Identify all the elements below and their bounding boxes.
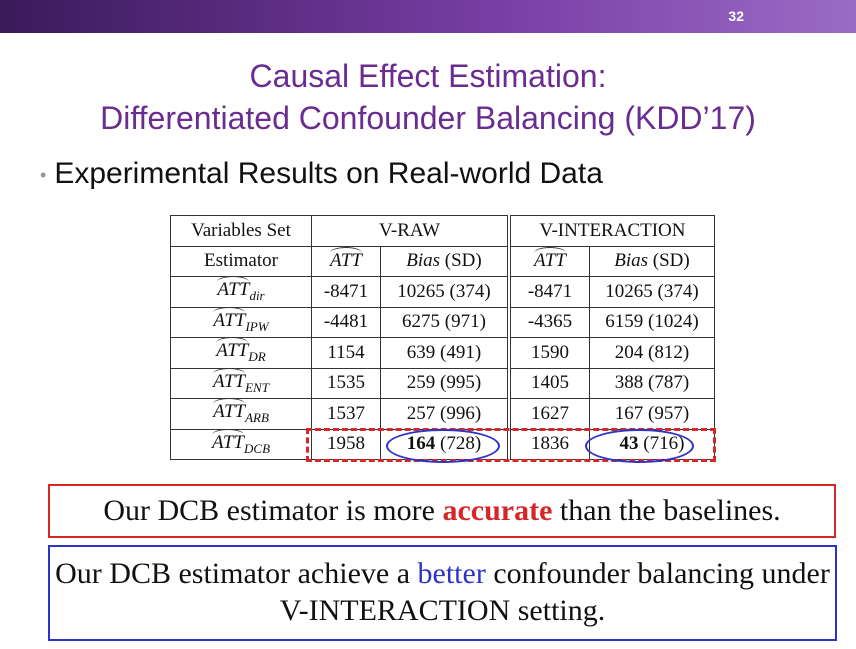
top-bar bbox=[0, 0, 856, 33]
results-table: Variables Set V-RAW V-INTERACTION Estima… bbox=[170, 215, 715, 460]
bias-cell: 204 (812) bbox=[589, 337, 715, 369]
header-cell: Bias (SD) bbox=[380, 245, 510, 277]
note-emphasis: accurate bbox=[442, 494, 553, 527]
note-text: Our DCB estimator achieve a bbox=[55, 557, 411, 590]
bias-cell: 6159 (1024) bbox=[589, 306, 715, 338]
bias-cell: 639 (491) bbox=[380, 337, 510, 369]
bias-cell: 10265 (374) bbox=[380, 276, 510, 308]
sd-value: (787) bbox=[648, 372, 690, 394]
sd-header: (SD) bbox=[652, 250, 690, 272]
table-row: ATTENT 1535 259 (995) 1405 388 (787) bbox=[170, 367, 715, 399]
estimator-cell: ATTIPW bbox=[170, 306, 312, 338]
estimator-base: ATT bbox=[213, 367, 246, 392]
bias-value: 6159 bbox=[605, 311, 644, 333]
sd-value: (374) bbox=[657, 280, 699, 302]
table-row: ATTIPW -4481 6275 (971) -4365 6159 (1024) bbox=[170, 306, 715, 338]
table-row: ATTdir -8471 10265 (374) -8471 10265 (374) bbox=[170, 276, 715, 308]
estimator-sub: ENT bbox=[245, 379, 269, 395]
att-cell: 1154 bbox=[311, 337, 381, 369]
bias-value: 388 bbox=[614, 372, 644, 394]
estimator-sub: DR bbox=[248, 349, 266, 365]
sd-value: (971) bbox=[444, 311, 486, 333]
att-cell: -4365 bbox=[507, 306, 590, 338]
table-row: ATTARB 1537 257 (996) 1627 167 (957) bbox=[170, 398, 715, 430]
bullet-text: Experimental Results on Real-world Data bbox=[54, 157, 603, 190]
sd-header: (SD) bbox=[444, 250, 482, 272]
estimator-sub: IPW bbox=[245, 318, 269, 334]
header-cell: Variables Set bbox=[170, 215, 312, 247]
att-cell: 1627 bbox=[507, 398, 590, 430]
bias-value: 259 bbox=[406, 372, 436, 394]
estimator-base: ATT bbox=[217, 276, 250, 301]
title-line: Causal Effect Estimation: bbox=[249, 58, 607, 94]
dcb-highlight bbox=[306, 428, 716, 462]
bias-cell: 259 (995) bbox=[380, 367, 510, 399]
sd-value: (1024) bbox=[648, 311, 699, 333]
note-text: Our DCB estimator is more bbox=[103, 494, 435, 527]
att-cell: -8471 bbox=[311, 276, 381, 308]
header-cell: Estimator bbox=[170, 245, 312, 277]
estimator-base: ATT bbox=[216, 337, 249, 362]
estimator-cell: ATTENT bbox=[170, 367, 312, 399]
title-line: Differentiated Confounder Balancing (KDD… bbox=[100, 100, 756, 136]
bias-cell: 6275 (971) bbox=[380, 306, 510, 338]
blue-note: Our DCB estimator achieve a better confo… bbox=[48, 545, 837, 641]
header-cell: V-INTERACTION bbox=[507, 215, 715, 247]
bias-value: 639 bbox=[406, 341, 436, 363]
header-cell: ATT bbox=[507, 245, 590, 277]
bias-header: Bias bbox=[406, 250, 441, 272]
att-cell: -4481 bbox=[311, 306, 381, 338]
att-cell: 1537 bbox=[311, 398, 381, 430]
note-text: confounder balancing under V-INTERACTION… bbox=[279, 557, 830, 627]
bias-cell: 167 (957) bbox=[589, 398, 715, 430]
sd-value: (957) bbox=[648, 402, 690, 424]
sd-value: (374) bbox=[449, 280, 491, 302]
bias-cell: 388 (787) bbox=[589, 367, 715, 399]
estimator-sub: DCB bbox=[244, 440, 271, 456]
bias-header: Bias bbox=[614, 250, 649, 272]
header-cell: V-RAW bbox=[311, 215, 510, 247]
estimator-cell: ATTDR bbox=[170, 337, 312, 369]
header-cell: Bias (SD) bbox=[589, 245, 715, 277]
bias-value: 257 bbox=[406, 402, 436, 424]
sd-value: (995) bbox=[440, 372, 482, 394]
page-number: 32 bbox=[728, 8, 744, 24]
estimator-sub: dir bbox=[249, 288, 265, 304]
bias-value: 204 bbox=[614, 341, 644, 363]
estimator-base: ATT bbox=[213, 398, 246, 423]
estimator-sub: ARB bbox=[245, 410, 269, 426]
bias-value: 167 bbox=[614, 402, 644, 424]
bullet: • Experimental Results on Real-world Data bbox=[40, 157, 603, 190]
bias-value: 6275 bbox=[402, 311, 441, 333]
table-row: ATTDR 1154 639 (491) 1590 204 (812) bbox=[170, 337, 715, 369]
att-header: ATT bbox=[533, 247, 567, 272]
note-text: than the baselines. bbox=[559, 494, 781, 527]
bias-cell: 257 (996) bbox=[380, 398, 510, 430]
estimator-cell: ATTARB bbox=[170, 398, 312, 430]
att-cell: 1836 bbox=[507, 428, 590, 460]
sd-value: (996) bbox=[440, 402, 482, 424]
bias-cell: 10265 (374) bbox=[589, 276, 715, 308]
note-emphasis: better bbox=[417, 557, 486, 590]
bias-value: 10265 bbox=[605, 280, 653, 302]
sd-value: (491) bbox=[440, 341, 482, 363]
att-cell: 1535 bbox=[311, 367, 381, 399]
estimator-cell: ATTdir bbox=[170, 276, 312, 308]
bias-value: 10265 bbox=[397, 280, 445, 302]
att-cell: -8471 bbox=[507, 276, 590, 308]
red-note: Our DCB estimator is more accurate than … bbox=[48, 484, 836, 538]
highlight-ellipse bbox=[386, 429, 500, 463]
att-header: ATT bbox=[329, 247, 363, 272]
estimator-cell: ATTDCB bbox=[170, 428, 312, 460]
highlight-ellipse bbox=[585, 429, 694, 463]
estimator-base: ATT bbox=[213, 306, 246, 331]
header-cell: ATT bbox=[311, 245, 381, 277]
att-cell: 1590 bbox=[507, 337, 590, 369]
estimator-base: ATT bbox=[211, 428, 245, 453]
sd-value: (812) bbox=[648, 341, 690, 363]
att-cell: 1405 bbox=[507, 367, 590, 399]
